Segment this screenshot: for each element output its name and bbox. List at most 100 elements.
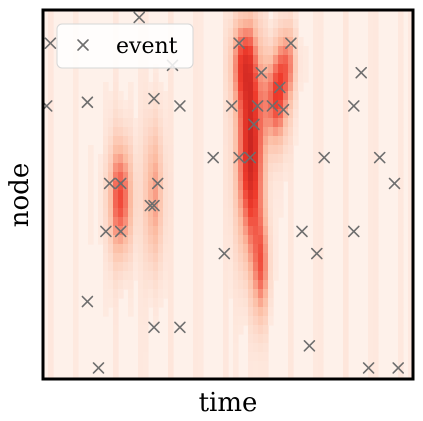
heat-cell bbox=[398, 91, 404, 101]
heat-cell bbox=[138, 127, 144, 137]
heat-cell bbox=[198, 334, 204, 344]
heat-cell bbox=[408, 28, 413, 38]
heat-cell bbox=[373, 28, 379, 38]
heat-cell bbox=[123, 163, 129, 173]
heat-cell bbox=[318, 298, 324, 308]
heat-cell bbox=[263, 280, 269, 290]
heat-cell bbox=[343, 145, 349, 155]
heat-cell bbox=[143, 253, 149, 263]
heat-cell bbox=[243, 64, 249, 74]
heat-cell bbox=[133, 118, 139, 128]
heat-cell bbox=[258, 55, 264, 65]
heat-cell bbox=[373, 361, 379, 371]
heat-cell bbox=[373, 280, 379, 290]
heat-cell bbox=[263, 370, 269, 379]
heat-cell bbox=[238, 127, 244, 137]
heat-cell bbox=[158, 298, 164, 308]
heat-cell bbox=[318, 181, 324, 191]
heat-cell bbox=[193, 145, 199, 155]
heat-cell bbox=[318, 37, 324, 47]
heat-cell bbox=[103, 289, 109, 299]
heat-cell bbox=[258, 19, 264, 29]
heat-cell bbox=[408, 145, 413, 155]
heat-cell bbox=[258, 253, 264, 263]
heat-cell bbox=[288, 352, 294, 362]
heat-cell bbox=[248, 280, 254, 290]
heat-cell bbox=[253, 361, 259, 371]
heat-cell bbox=[48, 316, 54, 326]
heat-cell bbox=[198, 361, 204, 371]
heat-cell bbox=[73, 154, 79, 164]
heat-cell bbox=[278, 55, 284, 65]
heat-cell bbox=[318, 154, 324, 164]
heat-cell bbox=[373, 217, 379, 227]
heat-cell bbox=[193, 244, 199, 254]
heat-cell bbox=[168, 271, 174, 281]
heat-cell bbox=[138, 181, 144, 191]
heat-cell bbox=[398, 262, 404, 272]
heat-cell bbox=[73, 163, 79, 173]
heat-cell bbox=[228, 271, 234, 281]
heat-cell bbox=[108, 289, 114, 299]
heat-cell bbox=[263, 352, 269, 362]
heat-cell bbox=[408, 91, 413, 101]
heat-cell bbox=[343, 109, 349, 119]
heat-cell bbox=[253, 172, 259, 182]
heat-cell bbox=[288, 208, 294, 218]
heat-cell bbox=[113, 91, 119, 101]
heat-cell bbox=[248, 181, 254, 191]
event-marker bbox=[151, 177, 164, 190]
event-marker bbox=[347, 100, 360, 112]
heat-cell bbox=[48, 190, 54, 200]
heat-cell bbox=[258, 73, 264, 83]
heat-cell bbox=[263, 28, 269, 38]
heat-cell bbox=[398, 10, 404, 20]
heat-cell bbox=[263, 82, 269, 92]
heat-cell bbox=[193, 316, 199, 326]
heat-cell bbox=[128, 271, 134, 281]
heat-cell bbox=[283, 19, 289, 29]
heat-cell bbox=[198, 28, 204, 38]
heat-cell bbox=[263, 163, 269, 173]
heat-cell bbox=[233, 118, 239, 128]
heat-cell bbox=[318, 10, 324, 20]
heat-cell bbox=[128, 127, 134, 137]
heat-cell bbox=[128, 289, 134, 299]
heat-cell bbox=[133, 199, 139, 209]
heat-cell bbox=[193, 154, 199, 164]
heat-cell bbox=[123, 217, 129, 227]
heat-cell bbox=[278, 64, 284, 74]
heat-cell bbox=[73, 352, 79, 362]
heat-cell bbox=[108, 262, 114, 272]
heat-cell bbox=[313, 361, 319, 371]
heat-cell bbox=[298, 73, 304, 83]
plot-area bbox=[43, 10, 413, 379]
heat-cell bbox=[198, 307, 204, 317]
heat-cell bbox=[288, 154, 294, 164]
heat-cell bbox=[398, 82, 404, 92]
heat-cell bbox=[313, 280, 319, 290]
heat-cell bbox=[228, 253, 234, 263]
heat-cell bbox=[268, 289, 274, 299]
heat-cell bbox=[343, 127, 349, 137]
heat-cell bbox=[228, 109, 234, 119]
heat-cell bbox=[48, 307, 54, 317]
heat-cell bbox=[133, 136, 139, 146]
heat-cell bbox=[223, 109, 229, 119]
heat-cell bbox=[368, 109, 374, 119]
heat-cell bbox=[313, 352, 319, 362]
heat-cell bbox=[288, 82, 294, 92]
heat-cell bbox=[128, 145, 134, 155]
heat-cell bbox=[143, 82, 149, 92]
heat-cell bbox=[133, 181, 139, 191]
heat-cell bbox=[103, 127, 109, 137]
heat-cell bbox=[233, 352, 239, 362]
heat-cell bbox=[198, 190, 204, 200]
event-marker bbox=[362, 362, 375, 374]
heat-cell bbox=[153, 136, 159, 146]
heat-cell bbox=[98, 163, 104, 173]
heat-cell bbox=[313, 208, 319, 218]
heat-cell bbox=[153, 289, 159, 299]
heat-cell bbox=[368, 37, 374, 47]
heat-cell bbox=[113, 316, 119, 326]
